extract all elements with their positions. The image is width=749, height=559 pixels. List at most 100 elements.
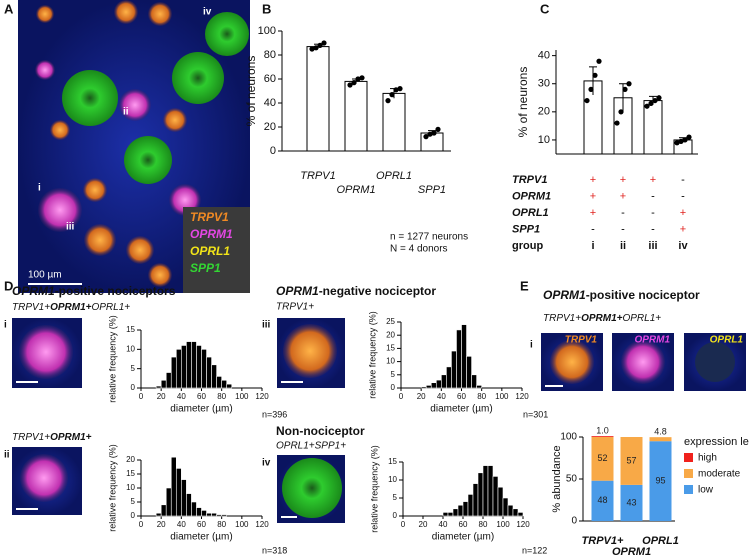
histogram-bar — [170, 456, 177, 517]
y-tick-label: 5 — [131, 497, 136, 506]
histogram-bar — [206, 356, 212, 389]
data-point — [588, 86, 594, 92]
value-label: 95 — [655, 475, 665, 485]
table-cell: ii — [620, 240, 626, 252]
data-point — [393, 87, 399, 93]
table-cell: iv — [678, 240, 688, 252]
x-tick-label: 60 — [197, 520, 206, 529]
y-tick-label: 20 — [126, 455, 135, 464]
panel-letter: C — [540, 1, 550, 16]
x-tick-label: OPRL1 — [642, 535, 679, 547]
histogram-bar — [446, 366, 452, 389]
table-cell: - — [621, 223, 625, 235]
y-tick-label: 0 — [393, 511, 398, 520]
y-tick-label: 15 — [386, 344, 395, 353]
histogram-bar — [175, 468, 182, 517]
x-tick-label: 80 — [217, 392, 226, 401]
x-axis-label: diameter (µm) — [432, 532, 494, 543]
data-point — [622, 86, 628, 92]
histogram-bar — [442, 512, 449, 517]
histogram-bar — [211, 364, 217, 389]
y-tick-label: 0 — [391, 383, 396, 392]
genotype-part: OPRL1+ — [91, 302, 130, 313]
histogram-bar — [160, 504, 167, 517]
data-point — [648, 100, 654, 107]
y-axis-label: relative frequency (%) — [107, 315, 117, 403]
legend-label: low — [698, 485, 714, 496]
table-cell: - — [591, 223, 595, 235]
genotype-part: OPRL1+ — [622, 313, 661, 324]
histogram-bar — [497, 486, 504, 517]
histogram-bar — [186, 493, 192, 517]
table-cell: - — [651, 207, 655, 219]
bar-segment — [591, 437, 614, 481]
data-point — [347, 82, 353, 88]
x-axis-label: diameter (µm) — [170, 404, 232, 415]
histogram-bar — [181, 345, 187, 389]
panel-letter: D — [4, 278, 13, 293]
image-label: i — [4, 320, 7, 331]
x-tick-label: 40 — [177, 520, 186, 529]
heading-part: -positive nociceptor — [586, 288, 700, 302]
table-cell: + — [680, 207, 686, 219]
value-label: 1.0 — [596, 426, 609, 436]
genotype: OPRL1+SPP1+ — [276, 441, 346, 452]
bar-segment — [649, 437, 672, 442]
y-tick-label: 5 — [393, 493, 398, 502]
histogram-bar — [165, 372, 172, 389]
value-label: 4.8 — [654, 427, 667, 437]
table-cell: + — [620, 174, 626, 186]
data-point — [618, 109, 624, 115]
value-label: 52 — [597, 453, 607, 463]
x-tick-label: 120 — [516, 520, 530, 529]
histogram-bar — [201, 349, 207, 389]
value-label: 48 — [597, 495, 607, 505]
y-tick-label: 15 — [126, 469, 135, 478]
x-tick-label: 60 — [459, 520, 468, 529]
y-tick-label: 10 — [538, 134, 550, 146]
data-point — [431, 130, 437, 136]
x-tick-label: 20 — [157, 520, 166, 529]
x-tick-label: 40 — [439, 520, 448, 529]
heading: Non-nociceptor — [276, 424, 365, 438]
histogram-bar — [216, 514, 222, 517]
panel-letter: E — [520, 278, 529, 293]
histogram-bar — [477, 472, 484, 517]
histogram-bar — [191, 341, 197, 389]
table-cell: + — [590, 207, 596, 219]
histogram-bar — [420, 386, 427, 389]
histogram-bar — [191, 501, 197, 517]
bar — [306, 46, 330, 152]
histogram-bar — [462, 501, 469, 517]
y-tick-label: 20 — [264, 121, 276, 133]
x-tick-label: 0 — [139, 392, 144, 401]
x-tick-label: 20 — [157, 392, 166, 401]
panel-letter: B — [262, 1, 271, 16]
x-tick-label: 40 — [177, 392, 186, 401]
histogram-bar — [155, 512, 162, 517]
y-tick-label: 20 — [386, 330, 395, 339]
data-point — [678, 138, 684, 144]
histogram-bar — [502, 497, 509, 517]
x-tick-label: TRPV1+ — [582, 535, 624, 547]
table-row-label: group — [512, 240, 543, 252]
data-point — [321, 40, 327, 46]
data-point — [584, 97, 590, 104]
histogram-bar — [165, 487, 172, 517]
histogram-bar — [435, 379, 442, 389]
x-tick-label: 80 — [217, 520, 226, 529]
genotype-part: TRPV1+ — [12, 432, 50, 443]
data-point — [397, 86, 403, 92]
micrographs-e — [541, 333, 746, 391]
histogram-bar — [216, 376, 222, 389]
y-tick-label: 40 — [538, 50, 550, 62]
channel-legend: OPRM1 — [190, 227, 233, 241]
bar — [344, 80, 368, 152]
genotype: TRPV1+OPRM1+OPRL1+ — [12, 302, 130, 313]
table-cell: - — [651, 223, 655, 235]
y-tick-label: 10 — [126, 344, 135, 353]
cell-label: i — [38, 183, 41, 194]
y-tick-label: 100 — [560, 432, 577, 443]
y-axis-label: % abundance — [551, 445, 563, 512]
histogram-bar — [186, 341, 192, 389]
